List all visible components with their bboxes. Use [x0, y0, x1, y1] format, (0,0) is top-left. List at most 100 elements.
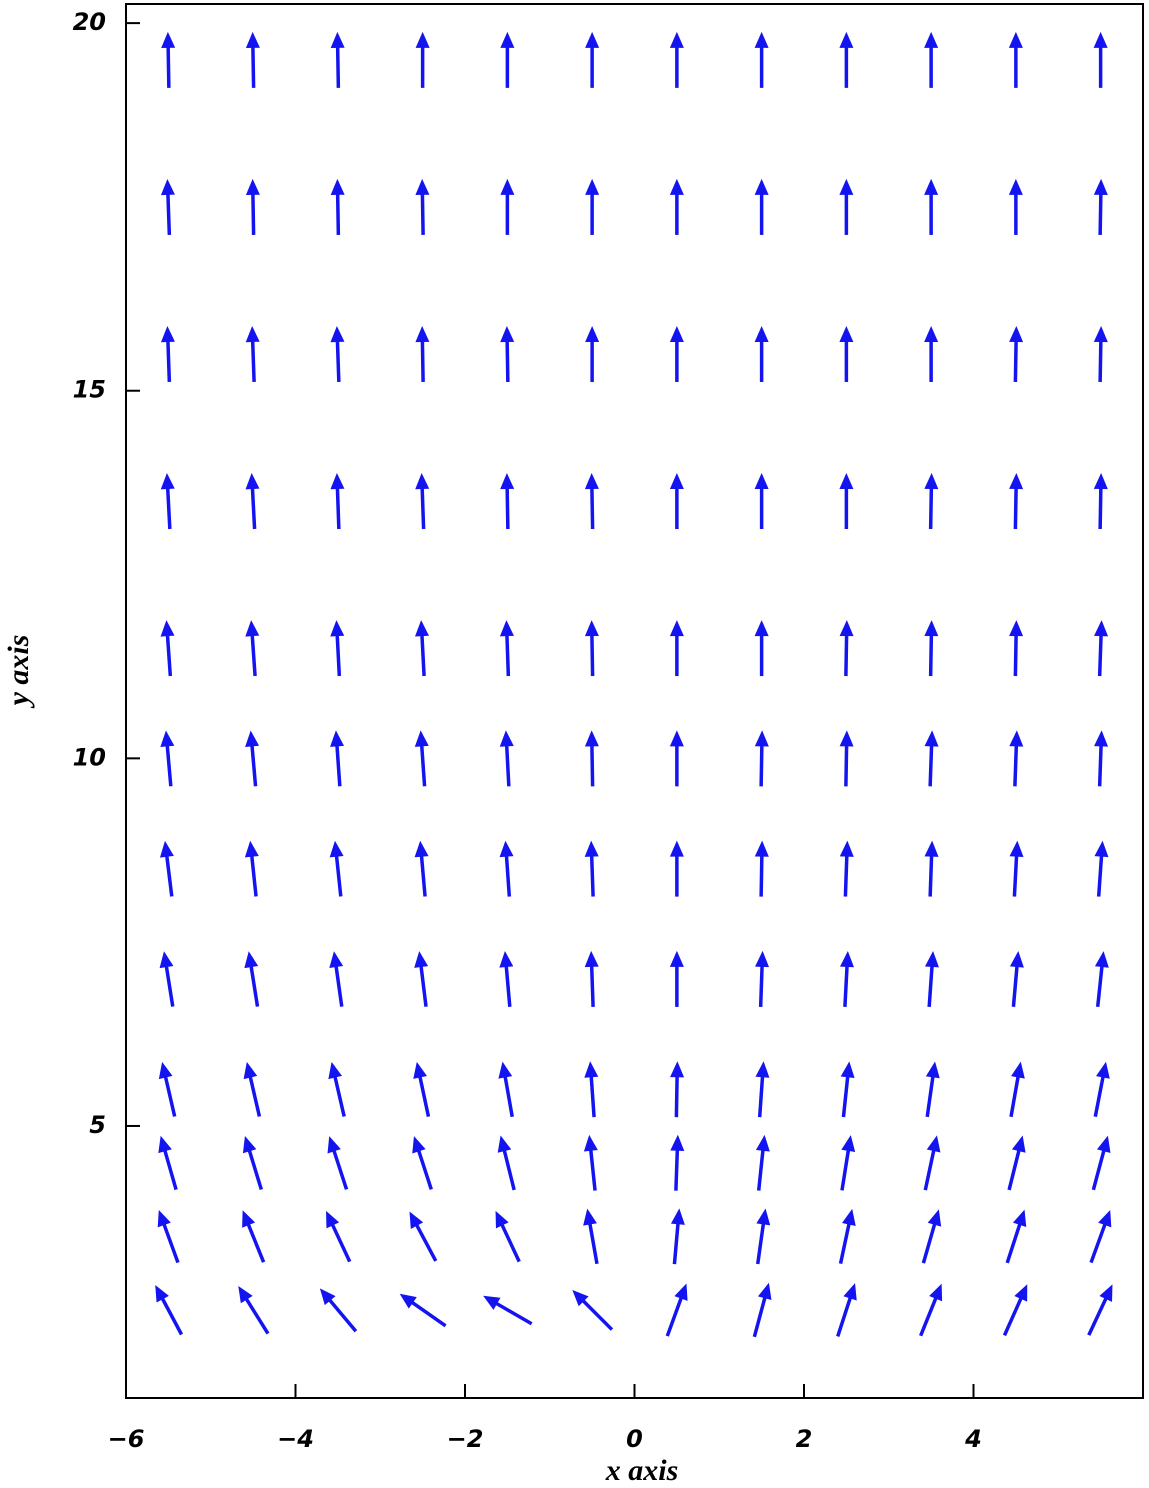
arrow-head — [669, 730, 684, 747]
arrow-head — [669, 178, 684, 195]
arrow-shaft — [417, 1071, 431, 1117]
arrow-shaft — [406, 1298, 447, 1328]
arrow — [158, 1061, 177, 1117]
arrow-head — [399, 1293, 417, 1309]
arrow-head — [924, 840, 939, 857]
arrow-head — [755, 1134, 770, 1152]
arrow-head — [839, 31, 854, 48]
arrow — [245, 178, 260, 235]
arrow-shaft — [844, 630, 849, 677]
arrow — [924, 31, 939, 88]
arrow-head — [924, 730, 939, 747]
arrow-shaft — [166, 41, 171, 88]
arrow — [155, 1285, 184, 1336]
arrow-shaft — [332, 1071, 346, 1117]
arrow — [500, 31, 515, 88]
arrow — [1008, 31, 1023, 88]
arrow-head — [1099, 1284, 1113, 1302]
arrow-head — [924, 325, 939, 342]
arrow — [584, 473, 599, 530]
arrow — [924, 840, 939, 897]
arrow — [1094, 840, 1109, 897]
arrow — [665, 1283, 688, 1337]
arrow-head — [414, 840, 429, 858]
arrow-shaft — [590, 740, 595, 787]
arrow — [1093, 473, 1108, 530]
arrow — [157, 1209, 180, 1264]
arrow-head — [244, 840, 259, 858]
arrow-head — [245, 325, 260, 343]
arrow-head — [245, 730, 260, 748]
arrow — [160, 325, 175, 383]
arrow-head — [929, 1283, 943, 1302]
arrow-head — [1096, 1061, 1110, 1079]
arrow-shaft — [335, 41, 341, 88]
arrow-shaft — [589, 1071, 596, 1118]
arrow — [500, 325, 515, 382]
arrow — [245, 620, 260, 677]
arrow — [499, 951, 514, 1007]
arrow-head — [500, 473, 515, 490]
arrow — [754, 31, 769, 88]
arrow-shaft — [1095, 960, 1105, 1007]
arrow-shaft — [1097, 630, 1104, 677]
arrow-shaft — [928, 740, 934, 787]
arrow-head — [754, 620, 769, 637]
arrow-shaft — [672, 1218, 681, 1265]
arrow — [755, 1061, 770, 1118]
arrow — [585, 178, 600, 235]
arrow — [1089, 1209, 1112, 1264]
arrow — [1009, 1061, 1025, 1118]
arrow — [836, 1283, 857, 1337]
arrow-head — [1012, 1209, 1027, 1227]
arrow-head — [1094, 840, 1109, 858]
arrow-head — [840, 950, 854, 968]
arrow — [839, 473, 854, 530]
arrow-shaft — [415, 1145, 433, 1190]
arrow — [161, 31, 176, 88]
arrow-shaft — [588, 1144, 597, 1191]
arrow — [158, 1135, 178, 1191]
arrow-head — [1093, 31, 1108, 48]
arrow — [499, 840, 514, 897]
arrow — [415, 620, 429, 677]
arrow — [572, 1289, 614, 1331]
arrow-head — [415, 31, 430, 48]
arrow-shaft — [590, 630, 595, 677]
arrow — [499, 730, 514, 787]
arrow — [500, 178, 515, 235]
arrow-head — [1093, 473, 1108, 490]
arrow-shaft — [504, 960, 512, 1007]
arrow-head — [925, 1061, 940, 1079]
arrow-head — [585, 325, 600, 342]
arrow — [1009, 840, 1024, 897]
arrow-head — [330, 31, 345, 49]
arrow — [924, 620, 939, 677]
arrow-head — [245, 31, 260, 49]
arrow — [584, 620, 599, 677]
arrow-shaft — [844, 740, 849, 787]
arrow-head — [757, 1282, 772, 1300]
arrow-shaft — [419, 850, 427, 897]
arrow-head — [500, 31, 515, 48]
arrow-head — [243, 1061, 258, 1080]
arrow-head — [1009, 951, 1024, 968]
arrow-shaft — [757, 1071, 765, 1118]
arrow-shaft — [927, 960, 935, 1007]
arrow-shaft — [1007, 1144, 1022, 1191]
arrow-head — [669, 31, 684, 48]
arrow-head — [155, 1285, 169, 1303]
arrow — [584, 840, 599, 897]
arrow — [1094, 620, 1109, 677]
arrow-shaft — [251, 188, 256, 235]
arrow — [245, 473, 260, 530]
arrow-head — [669, 840, 684, 857]
arrow-head — [329, 840, 344, 858]
arrow-shaft — [250, 335, 256, 383]
arrow — [409, 1211, 438, 1262]
x-tick-label: 4 — [964, 1425, 982, 1453]
y-tick-label: 5 — [89, 1111, 106, 1139]
arrow-head — [839, 730, 854, 747]
arrow-shaft — [250, 629, 257, 677]
arrow-shaft — [1013, 482, 1018, 530]
